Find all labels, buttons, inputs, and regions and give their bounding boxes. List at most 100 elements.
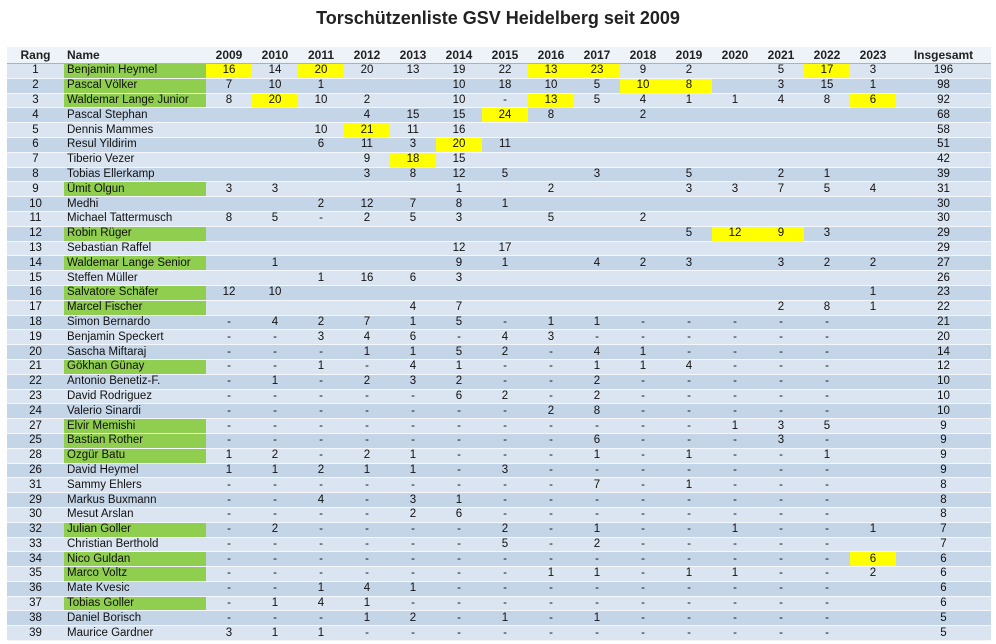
total-cell: 10	[896, 374, 991, 390]
goals-cell: 1	[390, 448, 436, 464]
goals-cell: -	[804, 433, 850, 449]
goals-cell: -	[712, 389, 758, 405]
goals-cell	[850, 477, 896, 494]
goals-cell: 2	[850, 255, 896, 272]
goals-cell	[206, 300, 252, 316]
goals-cell	[482, 122, 528, 138]
goals-cell	[850, 107, 896, 124]
goals-cell: 1	[344, 610, 390, 627]
goals-cell: 4	[574, 255, 620, 272]
goals-cell	[712, 63, 758, 79]
goals-cell: 3	[804, 226, 850, 242]
player-name-cell: Benjamin Speckert	[64, 329, 206, 346]
goals-cell: -	[252, 537, 298, 553]
goals-cell	[390, 285, 436, 301]
goals-cell: -	[390, 566, 436, 582]
goals-cell	[712, 255, 758, 272]
goals-cell: 2	[344, 448, 390, 464]
goals-cell	[206, 270, 252, 286]
goals-cell: 9	[758, 226, 804, 242]
goals-cell: 5	[482, 537, 528, 553]
goals-cell: -	[574, 507, 620, 523]
goals-cell: -	[298, 403, 344, 420]
total-cell: 22	[896, 300, 991, 316]
goals-cell: -	[252, 581, 298, 597]
goals-cell: 4	[252, 315, 298, 331]
player-name-cell: Marco Voltz	[64, 566, 206, 582]
goals-cell: -	[390, 522, 436, 538]
goals-cell: 7	[436, 300, 482, 316]
goals-cell	[850, 581, 896, 597]
goals-cell	[666, 196, 712, 212]
total-cell: 9	[896, 463, 991, 479]
goals-cell	[390, 78, 436, 94]
goals-cell: -	[344, 433, 390, 449]
table-row: 38 Daniel Borisch - - -1 2-1-1- - - - -5	[7, 610, 991, 627]
goals-cell	[620, 122, 666, 138]
goals-cell: -	[712, 448, 758, 464]
goals-cell	[252, 122, 298, 138]
goals-cell: -	[344, 522, 390, 538]
goals-cell: 2	[574, 374, 620, 390]
goals-cell: 7	[574, 477, 620, 494]
goals-cell: 7	[758, 181, 804, 198]
goals-cell: -	[712, 463, 758, 479]
goals-cell: 2	[620, 107, 666, 124]
column-header: 2021	[758, 47, 804, 64]
goals-cell	[206, 137, 252, 153]
goals-cell	[574, 137, 620, 153]
goals-cell: -	[666, 403, 712, 420]
player-name-cell: Robin Rüger	[64, 226, 206, 242]
rank-cell: 33	[7, 537, 64, 553]
goals-cell: -	[390, 551, 436, 568]
goals-cell	[482, 285, 528, 301]
goals-cell: -	[436, 596, 482, 612]
goals-cell	[758, 270, 804, 286]
goals-cell	[436, 285, 482, 301]
player-name-cell: Markus Buxmann	[64, 492, 206, 508]
goals-cell: -	[804, 359, 850, 375]
goals-cell	[758, 285, 804, 301]
goals-cell	[804, 196, 850, 212]
goals-cell: -	[666, 433, 712, 449]
column-header: 2016	[528, 47, 574, 64]
goals-cell: 4	[758, 93, 804, 109]
total-cell: 26	[896, 270, 991, 286]
goals-cell	[482, 152, 528, 168]
goals-cell: 5	[758, 63, 804, 79]
goals-cell	[620, 300, 666, 316]
goals-cell	[298, 226, 344, 242]
table-row: 16 Salvatore Schäfer 12 10 1 23	[7, 285, 991, 301]
goals-cell: -	[298, 537, 344, 553]
table-row: 15 Steffen Müller 1 16 6 3 26	[7, 270, 991, 286]
goals-cell: 10	[620, 78, 666, 94]
goals-cell: -	[344, 625, 390, 642]
table-row: 34 Nico Guldan - - - - - - - - - - - - - -6 6	[7, 551, 991, 568]
goals-cell	[574, 285, 620, 301]
rank-cell: 32	[7, 522, 64, 538]
goals-cell: -	[252, 389, 298, 405]
goals-cell: 3	[758, 418, 804, 434]
player-name-cell: Simon Bernardo	[64, 315, 206, 331]
goals-cell	[390, 226, 436, 242]
goals-cell: -	[206, 551, 252, 568]
player-name-cell: Antonio Benetiz-F.	[64, 374, 206, 390]
player-name-cell: Waldemar Lange Junior	[64, 93, 206, 109]
goals-cell: -	[298, 418, 344, 434]
goals-cell: -	[666, 492, 712, 508]
goals-cell	[666, 270, 712, 286]
goals-cell: 1	[252, 625, 298, 642]
goals-cell: 1	[482, 610, 528, 627]
goals-cell: 4	[666, 359, 712, 375]
goals-cell: -	[528, 359, 574, 375]
goals-cell: 1	[620, 359, 666, 375]
goals-cell: -	[482, 551, 528, 568]
goals-cell: -	[528, 389, 574, 405]
table-row: 5 Dennis Mammes 10 21 11 16 58	[7, 122, 991, 138]
goals-cell: 1	[850, 285, 896, 301]
column-header: 2013	[390, 47, 436, 64]
player-name-cell: Gökhan Günay	[64, 359, 206, 375]
goals-cell: -	[620, 625, 666, 642]
scorer-table: Rang Name 2009 2010 2011 2012 2013 2014 2015 2016…	[7, 47, 991, 642]
rank-cell: 13	[7, 241, 64, 257]
